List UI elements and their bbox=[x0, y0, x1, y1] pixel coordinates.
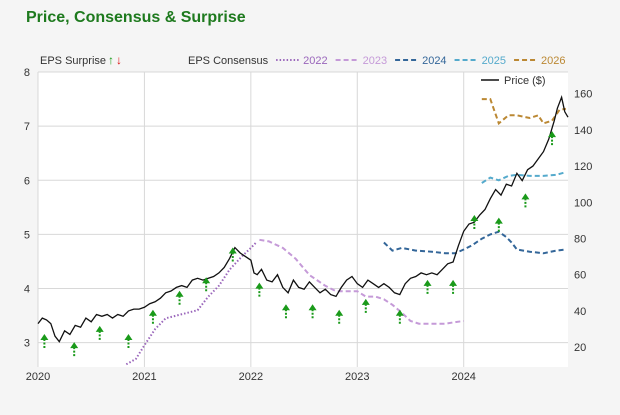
arrow-head bbox=[202, 277, 211, 284]
legend-label-2026: 2026 bbox=[541, 55, 565, 67]
legend-up-arrow: ↑ bbox=[108, 53, 114, 67]
surprise-arrow bbox=[40, 334, 49, 349]
y-left-tick-label: 7 bbox=[24, 121, 30, 133]
arrow-head bbox=[395, 309, 404, 316]
x-tick-label: 2023 bbox=[345, 371, 369, 383]
surprise-arrow bbox=[228, 247, 237, 262]
arrow-head bbox=[255, 282, 264, 289]
legend-eps-surprise: EPS Surprise bbox=[40, 55, 106, 67]
legend-label-price: Price ($) bbox=[504, 75, 546, 87]
arrow-head bbox=[148, 309, 157, 316]
surprise-arrow bbox=[148, 309, 157, 324]
surprise-arrow bbox=[255, 282, 264, 297]
y-right-tick-label: 120 bbox=[574, 161, 592, 173]
arrow-head bbox=[449, 279, 458, 286]
x-tick-label: 2022 bbox=[239, 371, 263, 383]
y-left-tick-label: 6 bbox=[24, 175, 30, 187]
surprise-arrow bbox=[423, 279, 432, 294]
legend-eps-consensus: EPS Consensus bbox=[188, 55, 269, 67]
surprise-arrow bbox=[395, 309, 404, 324]
y-right-tick-label: 160 bbox=[574, 89, 592, 101]
x-tick-label: 2020 bbox=[26, 371, 50, 383]
series-line-2022 bbox=[125, 241, 257, 366]
surprise-arrow bbox=[449, 279, 458, 294]
arrow-head bbox=[361, 298, 370, 305]
legend-label-2025: 2025 bbox=[482, 55, 506, 67]
arrow-head bbox=[40, 334, 49, 341]
y-left-tick-label: 5 bbox=[24, 229, 30, 241]
series-line-2025 bbox=[481, 171, 567, 184]
y-left-tick-label: 3 bbox=[24, 338, 30, 350]
arrow-head bbox=[470, 214, 479, 221]
surprise-arrow bbox=[470, 214, 479, 229]
arrow-head bbox=[308, 304, 317, 311]
surprise-arrow bbox=[70, 342, 79, 357]
legend-label-2022: 2022 bbox=[303, 55, 327, 67]
surprise-arrow bbox=[521, 193, 530, 208]
arrow-head bbox=[70, 342, 79, 349]
series-line-2024 bbox=[383, 230, 567, 255]
chart-title: Price, Consensus & Surprise bbox=[26, 9, 246, 26]
surprise-arrow bbox=[95, 325, 104, 340]
surprise-arrow bbox=[335, 309, 344, 324]
legend-down-arrow: ↓ bbox=[116, 53, 122, 67]
arrow-head bbox=[521, 193, 530, 200]
x-tick-label: 2021 bbox=[132, 371, 156, 383]
surprise-arrow bbox=[175, 290, 184, 305]
surprise-arrow bbox=[308, 304, 317, 319]
surprise-arrow bbox=[281, 304, 290, 319]
legend-label-2023: 2023 bbox=[363, 55, 387, 67]
x-tick-label: 2024 bbox=[451, 371, 475, 383]
y-right-tick-label: 20 bbox=[574, 342, 586, 354]
surprise-arrow bbox=[202, 277, 211, 292]
arrow-head bbox=[124, 334, 133, 341]
surprise-arrow bbox=[361, 298, 370, 313]
plot-area bbox=[38, 72, 568, 367]
y-left-tick-label: 4 bbox=[24, 284, 30, 296]
surprise-arrow bbox=[548, 131, 557, 146]
arrow-head bbox=[548, 131, 557, 138]
y-right-tick-label: 40 bbox=[574, 306, 586, 318]
series-line-2023 bbox=[259, 238, 464, 325]
y-right-tick-label: 140 bbox=[574, 125, 592, 137]
arrow-head bbox=[175, 290, 184, 297]
y-left-tick-label: 8 bbox=[24, 67, 30, 79]
surprise-arrow bbox=[494, 217, 503, 232]
series-line-price- bbox=[37, 95, 569, 343]
arrow-head bbox=[228, 247, 237, 254]
y-right-tick-label: 60 bbox=[574, 270, 586, 282]
y-right-tick-label: 100 bbox=[574, 197, 592, 209]
legend-label-2024: 2024 bbox=[422, 55, 446, 67]
arrow-head bbox=[335, 309, 344, 316]
arrow-head bbox=[423, 279, 432, 286]
arrow-head bbox=[494, 217, 503, 224]
surprise-arrow bbox=[124, 334, 133, 349]
arrow-head bbox=[95, 325, 104, 332]
arrow-head bbox=[281, 304, 290, 311]
y-right-tick-label: 80 bbox=[574, 234, 586, 246]
